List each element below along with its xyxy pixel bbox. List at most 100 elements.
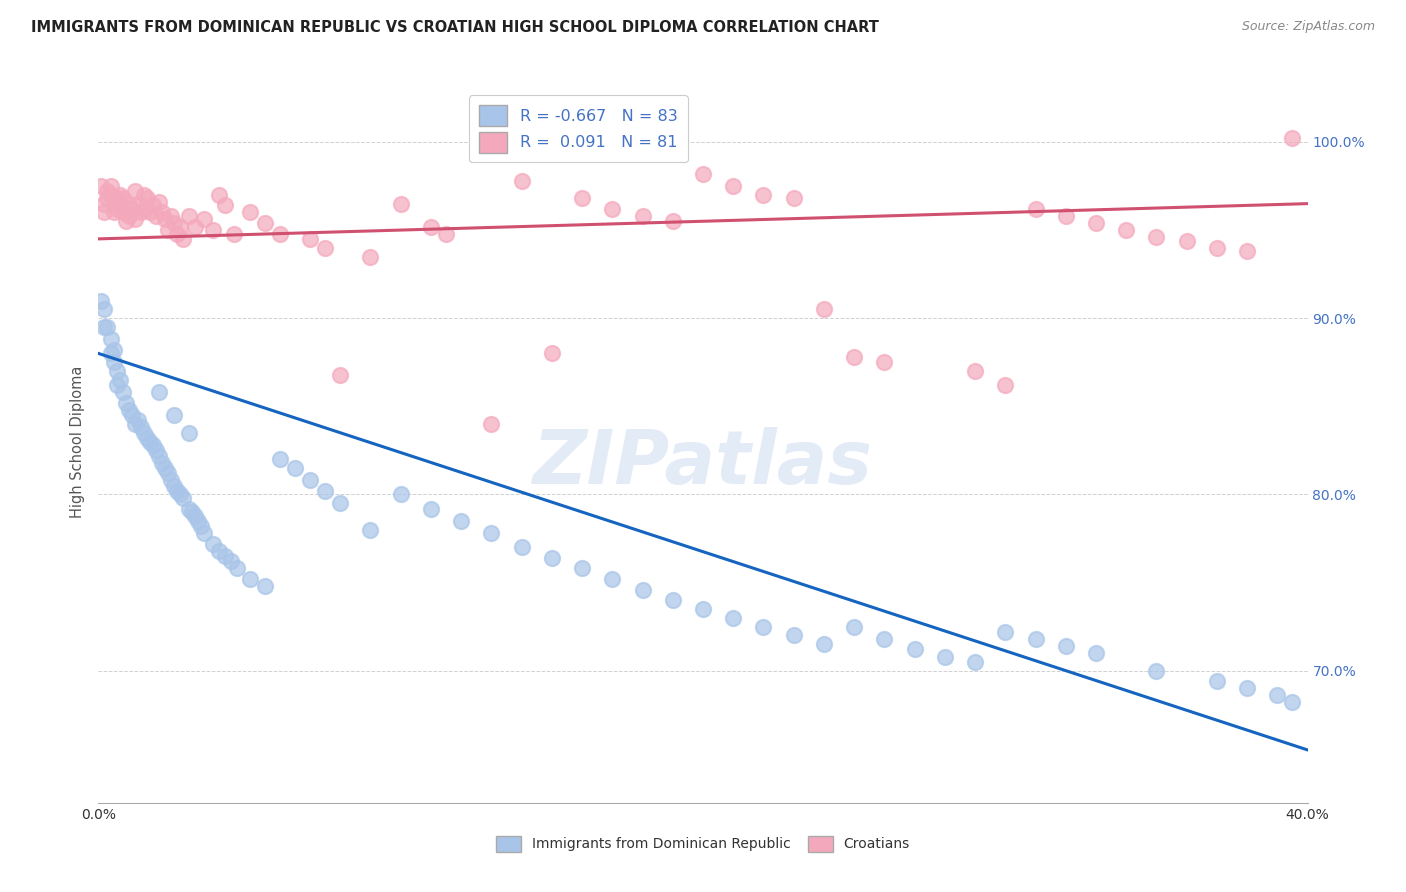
Point (145, 209, 167, 223)
Point (269, 452, 291, 467)
Point (105, 191, 128, 205)
Point (540, 550, 562, 565)
Point (163, 478, 186, 492)
Point (148, 449, 170, 463)
Point (139, 434, 162, 449)
Point (187, 514, 209, 528)
Point (100, 332, 122, 346)
Point (389, 487, 412, 501)
Point (221, 554, 243, 568)
Point (108, 198, 131, 212)
Point (1281, 131, 1303, 145)
Point (214, 198, 236, 212)
Point (111, 205, 134, 219)
Y-axis label: High School Diploma: High School Diploma (69, 366, 84, 517)
Point (1267, 688, 1289, 702)
Point (269, 227, 291, 241)
Point (253, 579, 276, 593)
Point (1115, 223, 1137, 237)
Point (132, 202, 155, 216)
Point (129, 205, 152, 219)
Point (132, 187, 155, 202)
Point (481, 526, 503, 541)
Point (299, 473, 322, 487)
Legend: Immigrants from Dominican Republic, Croatians: Immigrants from Dominican Republic, Croa… (491, 830, 915, 857)
Point (193, 212, 215, 227)
Point (105, 202, 128, 216)
Point (118, 402, 141, 417)
Point (1236, 681, 1258, 696)
Point (184, 219, 207, 234)
Point (723, 611, 745, 625)
Point (93, 196, 115, 211)
Point (90, 179, 112, 194)
Point (103, 194, 125, 209)
Point (253, 216, 276, 230)
Point (172, 491, 194, 505)
Point (813, 302, 835, 317)
Point (156, 467, 179, 481)
Point (121, 408, 143, 422)
Point (179, 425, 201, 440)
Point (783, 191, 806, 205)
Point (169, 487, 191, 501)
Point (142, 438, 165, 452)
Point (329, 496, 352, 510)
Point (124, 212, 146, 227)
Point (114, 214, 136, 228)
Point (873, 355, 896, 369)
Point (239, 205, 262, 219)
Point (127, 196, 149, 211)
Point (314, 483, 336, 498)
Point (1024, 202, 1046, 216)
Point (783, 628, 806, 642)
Point (1085, 216, 1108, 230)
Point (631, 582, 654, 597)
Point (163, 216, 186, 230)
Point (510, 174, 533, 188)
Point (329, 368, 352, 382)
Point (96, 184, 118, 198)
Point (420, 501, 443, 516)
Point (752, 619, 775, 633)
Point (873, 632, 896, 646)
Point (150, 205, 173, 219)
Point (994, 378, 1017, 392)
Point (692, 167, 714, 181)
Point (420, 219, 443, 234)
Point (142, 198, 165, 212)
Point (510, 541, 533, 555)
Point (360, 523, 382, 537)
Point (661, 214, 683, 228)
Point (108, 373, 131, 387)
Point (103, 355, 125, 369)
Point (135, 431, 157, 445)
Point (160, 209, 183, 223)
Point (994, 624, 1017, 639)
Point (118, 196, 141, 211)
Point (1206, 241, 1229, 255)
Point (1206, 674, 1229, 689)
Point (105, 378, 128, 392)
Point (127, 413, 149, 427)
Point (1175, 234, 1198, 248)
Point (190, 519, 212, 533)
Point (132, 425, 155, 440)
Point (100, 346, 122, 360)
Point (148, 194, 170, 209)
Point (169, 219, 191, 234)
Point (239, 572, 262, 586)
Point (184, 508, 207, 523)
Point (166, 483, 188, 498)
Point (96, 320, 118, 334)
Point (904, 642, 927, 657)
Point (540, 346, 562, 360)
Point (571, 191, 593, 205)
Point (965, 364, 987, 378)
Point (571, 561, 593, 575)
Point (360, 250, 382, 264)
Point (103, 343, 125, 357)
Point (129, 420, 152, 434)
Point (160, 473, 183, 487)
Point (1024, 632, 1046, 646)
